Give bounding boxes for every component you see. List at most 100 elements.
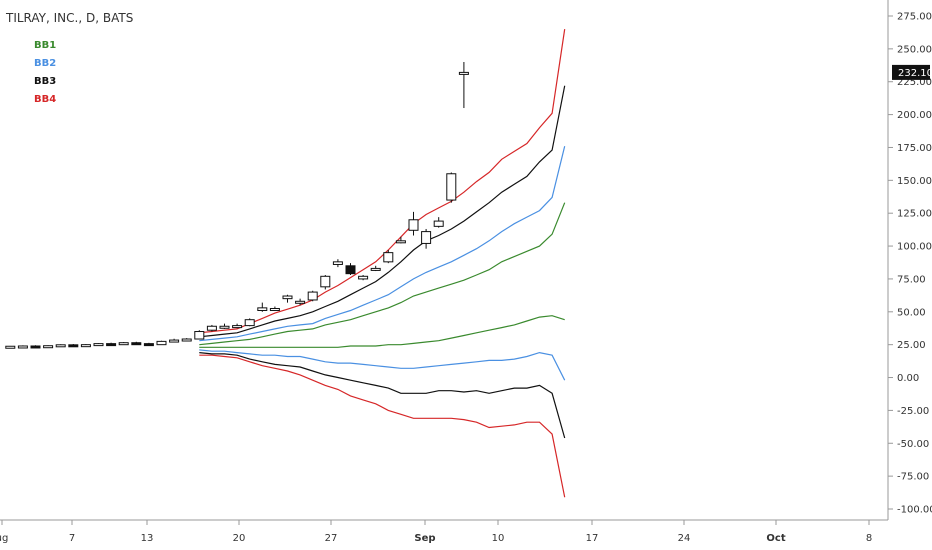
candle-body	[358, 275, 369, 280]
y-tick-label: 100.00	[897, 242, 932, 253]
candle-body	[43, 345, 54, 349]
candle	[156, 340, 167, 346]
chart-title: TILRAY, INC., D, BATS	[5, 11, 133, 25]
y-tick-label: -25.00	[897, 406, 929, 417]
candle	[80, 344, 91, 348]
legend-item-bb2: BB2	[34, 58, 56, 69]
y-tick-label: 150.00	[897, 176, 932, 187]
candle	[68, 344, 79, 348]
candle	[5, 345, 16, 349]
candle-body	[282, 295, 293, 300]
candle	[244, 318, 255, 327]
band-line-bb2	[199, 146, 566, 342]
legend-item-bb4: BB4	[34, 94, 56, 105]
band-line-bb3	[199, 352, 566, 439]
candle-body	[383, 252, 394, 263]
candle-body	[332, 261, 343, 265]
x-tick-label: 27	[325, 533, 338, 544]
x-tick-label: 20	[233, 533, 246, 544]
y-tick-label: -100.00	[897, 505, 932, 516]
y-tick-label: 200.00	[897, 110, 932, 121]
candle	[358, 274, 369, 281]
y-tick-label: 50.00	[897, 307, 926, 318]
candle-body	[80, 344, 91, 348]
candle-body	[232, 325, 243, 329]
x-tick-label: 24	[678, 533, 691, 544]
candle	[307, 290, 318, 302]
y-tick-label: -75.00	[897, 472, 929, 483]
x-tick-label: Sep	[414, 533, 435, 544]
band-line-bb1	[199, 202, 566, 346]
candle-body	[244, 319, 255, 327]
candle	[370, 265, 381, 272]
candle	[332, 259, 343, 268]
band-line-bb4	[199, 29, 566, 334]
candle	[421, 228, 432, 249]
y-tick-label: 25.00	[897, 340, 926, 351]
candle	[30, 345, 41, 349]
candle-body	[320, 275, 331, 288]
x-tick-label: ug	[0, 533, 8, 544]
candle-body	[55, 344, 66, 348]
band-line-bb3	[199, 85, 566, 338]
candle	[219, 323, 230, 329]
y-tick-label: 75.00	[897, 274, 926, 285]
candle-body	[345, 265, 356, 275]
candle-body	[30, 345, 41, 349]
candle	[194, 330, 205, 340]
y-tick-label: 125.00	[897, 209, 932, 220]
candle-body	[93, 343, 104, 347]
candles	[5, 62, 469, 349]
candle-body	[446, 173, 457, 201]
candle	[118, 342, 129, 346]
x-tick-label: 7	[69, 533, 75, 544]
candle	[395, 236, 406, 244]
candle	[433, 217, 444, 228]
candle-body	[194, 331, 205, 340]
candle	[257, 302, 268, 312]
band-line-bb2	[199, 349, 566, 381]
candle-body	[156, 340, 167, 346]
candle-body	[17, 345, 28, 349]
candle-body	[257, 307, 268, 311]
candle	[169, 338, 180, 343]
candle-body	[131, 342, 142, 346]
legend: BB1 BB2 BB3 BB4	[34, 40, 56, 105]
candle-body	[421, 231, 432, 244]
y-axis-ticks: 275.00 250.00 225.00 200.00 175.00 150.00 125.…	[888, 12, 932, 516]
candle-body	[206, 325, 217, 331]
candle-body	[118, 342, 129, 346]
candle-body	[5, 345, 16, 349]
candle	[295, 298, 306, 306]
last-price-marker: 232.10	[892, 64, 932, 80]
x-tick-label: 13	[141, 533, 154, 544]
candle	[383, 250, 394, 264]
x-tick-label: 8	[866, 533, 872, 544]
band-line-bb1	[199, 315, 565, 348]
candle	[408, 211, 419, 236]
candle-body	[269, 308, 280, 312]
candle-body	[143, 343, 154, 347]
candle	[345, 263, 356, 275]
candle-body	[458, 71, 469, 75]
candle	[43, 345, 54, 349]
candle-body	[106, 343, 117, 347]
candle-body	[408, 219, 419, 231]
candle-body	[307, 291, 318, 301]
last-price-label: 232.10	[898, 68, 932, 79]
last-price-box	[892, 64, 930, 80]
candle-body	[433, 220, 444, 227]
candle	[320, 274, 331, 290]
y-tick-label: 175.00	[897, 143, 932, 154]
candle-body	[219, 325, 230, 329]
candle	[55, 344, 66, 348]
x-tick-label: 17	[586, 533, 599, 544]
candle	[93, 343, 104, 347]
x-axis-ticks: ug 7 13 20 27 Sep 10 17 24 Oct 8	[0, 520, 872, 544]
candle-body	[370, 267, 381, 271]
candle-body	[395, 240, 406, 244]
candle	[106, 342, 117, 347]
candle	[17, 345, 28, 349]
y-tick-label: 0.00	[897, 373, 919, 384]
